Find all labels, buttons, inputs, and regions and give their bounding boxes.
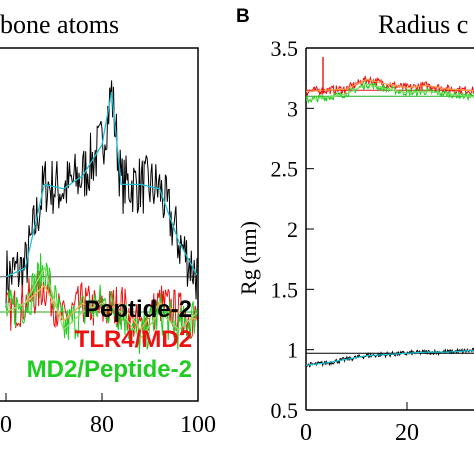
left-series-group: [5, 80, 198, 354]
panel-label-b: B: [236, 6, 250, 27]
left-xtick-label-0: 0: [0, 412, 12, 438]
left-running-average: [5, 284, 198, 331]
right-ytick-label: 2.5: [271, 157, 299, 182]
right-series-group: [305, 75, 474, 368]
right-ytick-label: 3.5: [271, 36, 299, 61]
left-plot-frame: [0, 47, 199, 402]
right-ytick-label: 1.5: [271, 277, 299, 302]
right-running-average: [305, 349, 474, 366]
left-series-peptide-2: [5, 80, 198, 308]
right-xtick-label-0: 0: [300, 420, 312, 446]
left-xtick-label-100: 100: [180, 412, 216, 438]
left-xtick-label-80: 80: [90, 412, 114, 438]
left-running-average: [5, 91, 198, 278]
right-title: Radius c: [378, 10, 468, 39]
left-title: bone atoms: [0, 10, 119, 39]
right-running-average: [306, 78, 474, 93]
left-running-average: [5, 266, 198, 340]
left-x-ticks: 0 80 100: [0, 393, 216, 438]
legend-tlr4-md2: TLR4/MD2: [75, 326, 192, 353]
legend-peptide-2: Peptide-2: [84, 296, 192, 323]
legend-md2-peptide-2: MD2/Peptide-2: [27, 356, 192, 383]
right-y-ticks: 3.5 3 2.5 2 1.5 1 0.5: [271, 36, 314, 423]
right-xtick-label-20: 20: [395, 420, 419, 446]
right-panel: B Radius c Rg (nm) 3.5 3 2.5 2 1.5 1 0.5 0 20: [236, 6, 474, 446]
right-running-average: [305, 83, 474, 101]
left-series-md2-peptide-2: [5, 253, 198, 354]
right-series-peptide-2: [305, 347, 474, 368]
right-y-axis-label: Rg (nm): [236, 221, 261, 295]
left-legend: Peptide-2 TLR4/MD2 MD2/Peptide-2: [27, 296, 192, 383]
right-average-lines: [306, 89, 474, 354]
right-ytick-label: 1: [287, 338, 298, 363]
left-panel: bone atoms Peptide-2 TLR4/MD2 MD2/Peptid…: [0, 10, 216, 438]
right-series-tlr4-md2: [305, 75, 474, 97]
right-ytick-label: 3: [287, 96, 298, 121]
right-x-ticks: 0 20: [300, 402, 419, 446]
right-ytick-label: 2: [287, 217, 298, 242]
right-ytick-label: 0.5: [271, 398, 299, 423]
left-average-lines: [5, 91, 198, 340]
